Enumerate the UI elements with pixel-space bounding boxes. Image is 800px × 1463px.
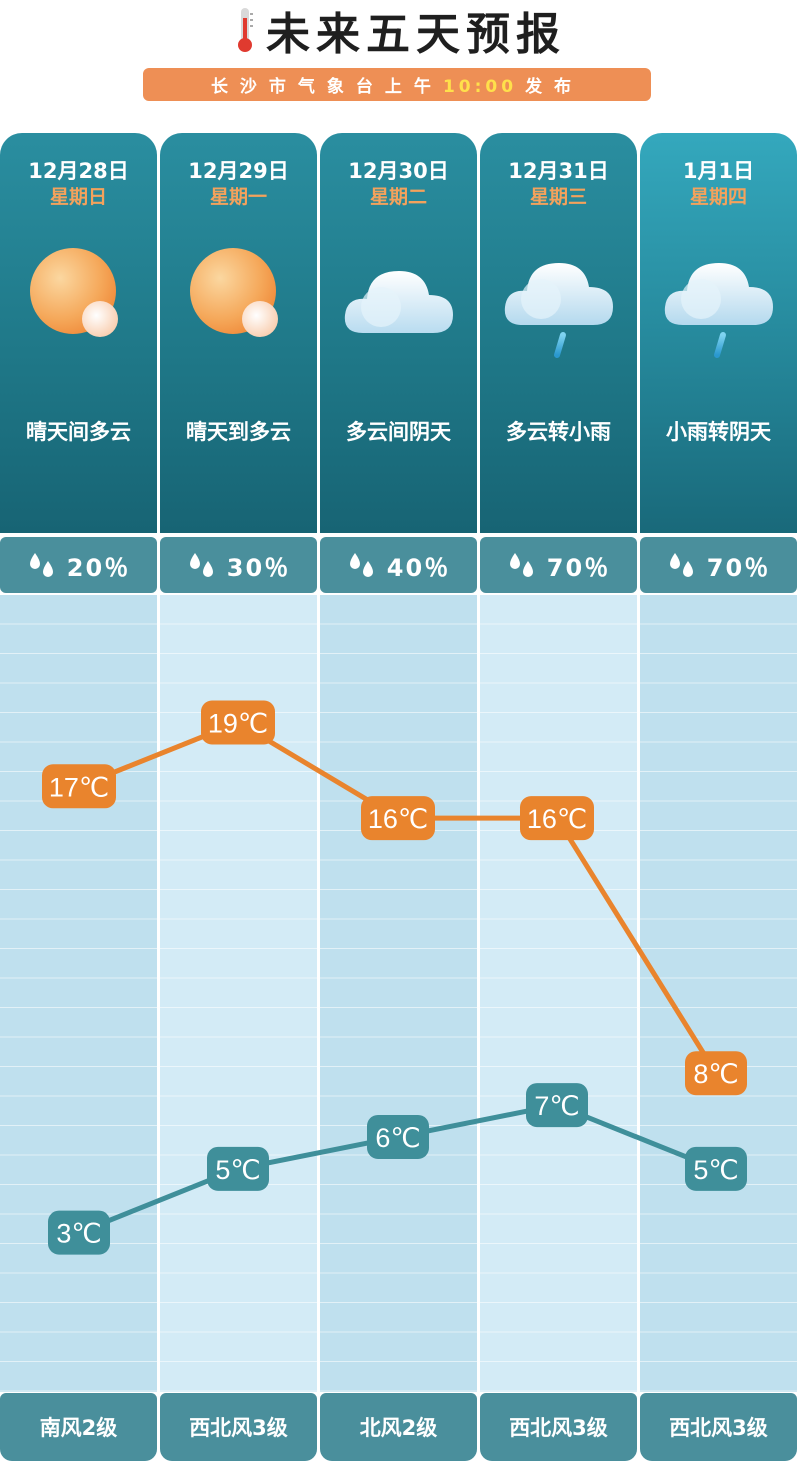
weather-description: 晴天到多云 [186,420,291,444]
temperature-line [78,720,719,1075]
day-card: 12月28日 星期日晴天间多云 [0,133,157,533]
precipitation-value: 40％ [386,553,451,582]
wind-value: 南风2级 [39,1416,118,1440]
temperature-point: 7℃ [526,1083,588,1128]
chart-column-band [480,595,637,1392]
precipitation-badge: 70％ [480,537,637,593]
temperature-label: 6℃ [375,1123,420,1153]
temperature-label: 8℃ [693,1059,738,1089]
temperature-label: 5℃ [693,1155,738,1185]
temperature-point: 16℃ [361,796,435,841]
wind-value: 西北风3级 [669,1416,768,1440]
day-card: 12月29日 星期一晴天到多云 [160,133,317,533]
weather-description: 小雨转阴天 [666,420,771,444]
temperature-point: 3℃ [48,1210,110,1255]
temperature-label: 5℃ [215,1155,260,1185]
temperature-point: 5℃ [685,1146,747,1191]
day-date: 1月1日 [682,159,755,183]
raindrops-icon [187,551,217,579]
temperature-label-bg [526,1083,588,1128]
temperature-label-bg [42,764,116,809]
day-card: 1月1日星期四小雨转阴天 [640,133,797,533]
precipitation-badge: 20％ [0,537,157,593]
thermometer-icon [238,8,253,52]
weather-description: 多云转小雨 [506,420,611,444]
wind-badge: 北风2级 [320,1393,477,1461]
raindrops-icon [507,551,537,579]
day-date: 12月29日 [188,159,289,183]
wind-badge: 南风2级 [0,1393,157,1461]
temperature-label: 16℃ [527,804,587,834]
temperature-label-bg [685,1146,747,1191]
temperature-label-bg [48,1210,110,1255]
wind-badge: 西北风3级 [480,1393,637,1461]
day-weekday: 星期三 [529,186,587,208]
temperature-label-bg [520,796,594,841]
temperature-label-bg [685,1051,747,1096]
page-title: 未来五天预报 [266,9,566,60]
temperature-label-bg [361,796,435,841]
temperature-point: 16℃ [520,796,594,841]
wind-badge: 西北风3级 [640,1393,797,1461]
day-card: 12月31日 星期三多云转小雨 [480,133,637,533]
raindrops-icon [667,551,697,579]
cloud-rain-icon [663,241,775,361]
temperature-label-bg [207,1146,269,1191]
temperature-point: 19℃ [201,700,275,745]
precipitation-badge: 70％ [640,537,797,593]
precipitation-badge: 30％ [160,537,317,593]
day-weekday: 星期日 [49,186,107,208]
day-date: 12月31日 [508,159,609,183]
temperature-label: 17℃ [49,772,109,802]
weather-description: 晴天间多云 [26,420,131,444]
chart-column-band [320,595,477,1392]
sun-cloud-icon [23,241,135,361]
day-weekday: 星期二 [369,186,427,208]
precipitation-value: 30％ [226,553,291,582]
wind-value: 北风2级 [359,1416,438,1440]
wind-value: 西北风3级 [509,1416,608,1440]
temperature-label: 3℃ [56,1219,101,1249]
temperature-point: 5℃ [207,1146,269,1191]
temperature-label: 19℃ [208,709,268,739]
temperature-point: 6℃ [367,1114,429,1159]
day-weekday: 星期一 [209,186,267,208]
raindrops-icon [347,551,377,579]
temperature-label-bg [201,700,275,745]
subtitle: 长沙市气象台上午10:00 发布 [211,72,583,97]
temperature-chart: 17℃ 19℃ 16℃ 16℃ 8℃ 3℃ 5℃ 6℃ 7℃ 5℃ [42,700,747,1255]
temperature-point: 8℃ [685,1051,747,1096]
wind-value: 西北风3级 [189,1416,288,1440]
temperature-label: 7℃ [534,1091,579,1121]
title-row: 未来五天预报 [0,2,800,60]
day-date: 12月28日 [28,159,129,183]
weather-description: 多云间阴天 [346,420,451,444]
temperature-label: 16℃ [368,804,428,834]
subtitle-bar: 长沙市气象台上午10:00 发布 [143,68,651,101]
subtitle-time: 10:00 [442,77,518,97]
temperature-label-bg [367,1114,429,1159]
precipitation-value: 70％ [546,553,611,582]
temperature-point: 17℃ [42,764,116,809]
subtitle-suffix: 发布 [525,77,584,97]
precipitation-value: 70％ [706,553,771,582]
chart-column-band [0,595,157,1392]
precipitation-value: 20％ [66,553,131,582]
raindrops-icon [27,551,57,579]
header: 未来五天预报 长沙市气象台上午10:00 发布 [0,0,800,120]
day-weekday: 星期四 [689,186,747,208]
day-date: 12月30日 [348,159,449,183]
wind-badge: 西北风3级 [160,1393,317,1461]
precipitation-badge: 40％ [320,537,477,593]
subtitle-prefix: 长沙市气象台上午 [210,77,443,97]
day-card: 12月30日 星期二多云间阴天 [320,133,477,533]
cloud-rain-icon [503,241,615,361]
cloud-icon [343,241,455,361]
sun-cloud-icon [183,241,295,361]
